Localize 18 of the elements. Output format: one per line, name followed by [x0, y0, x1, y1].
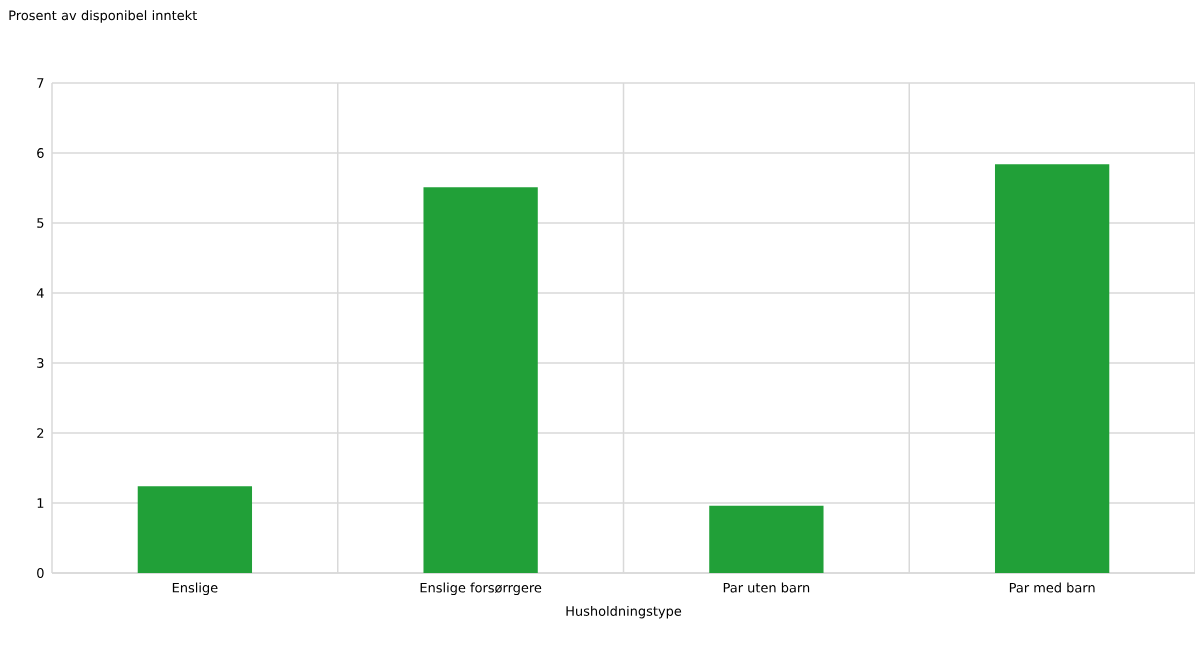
x-tick-label: Par uten barn — [723, 582, 810, 593]
x-axis-title: Husholdningstype — [566, 605, 682, 619]
x-tick-label: Enslige forsørrgere — [420, 582, 542, 596]
bar — [709, 505, 824, 573]
y-tick-label: 2 — [37, 428, 44, 438]
y-tick-label: 7 — [37, 78, 44, 88]
x-tick-label: Enslige — [172, 582, 218, 596]
y-tick-label: 4 — [36, 288, 44, 298]
y-tick-label: 5 — [37, 218, 44, 228]
y-tick-label: 6 — [37, 148, 44, 158]
bar — [423, 187, 538, 573]
y-tick-label: 0 — [37, 568, 44, 578]
bar — [994, 164, 1110, 573]
bar — [137, 486, 253, 573]
x-tick-label: Par med barn — [1009, 582, 1095, 593]
y-tick-label: 1 — [37, 498, 44, 508]
y-tick-label: 3 — [37, 358, 44, 368]
y-axis-title: Prosent av disponibel inntekt — [9, 10, 197, 23]
